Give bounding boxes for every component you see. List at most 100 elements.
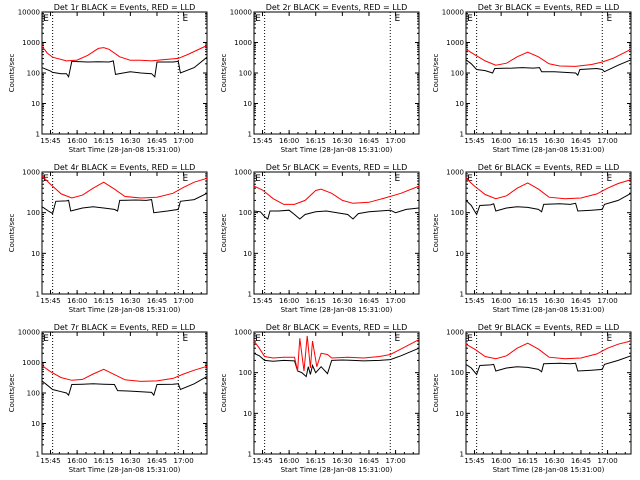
series-lld-line xyxy=(253,335,420,372)
panel-title: Det 8r BLACK = Events, RED = LLD xyxy=(266,323,408,332)
y-tick-label: 10000 xyxy=(442,9,464,17)
eclipse-flag: E xyxy=(183,14,189,24)
series-events-line xyxy=(253,207,420,220)
x-tick-label: 17:00 xyxy=(385,137,405,145)
y-tick-label: 10 xyxy=(243,100,252,108)
eclipse-flag: E xyxy=(607,334,613,344)
detector-panel-3r: Det 3r BLACK = Events, RED = LLD 1 10 100 10… xyxy=(432,3,632,154)
eclipse-flag: E xyxy=(43,334,49,344)
x-axis-title: Start Time (28-Jan-08 15:31:00) xyxy=(281,146,393,154)
y-tick-label: 1000 xyxy=(234,169,252,177)
y-tick-label: 100 xyxy=(239,369,252,377)
panel-title: Det 1r BLACK = Events, RED = LLD xyxy=(54,3,196,12)
y-tick-label: 1 xyxy=(36,291,40,299)
eclipse-flag: E xyxy=(607,14,613,24)
x-axis-title: Start Time (28-Jan-08 15:31:00) xyxy=(493,306,605,314)
y-tick-label: 1 xyxy=(248,291,252,299)
series-events-line xyxy=(41,192,208,215)
x-tick-label: 15:45 xyxy=(252,137,272,145)
x-tick-label: 16:30 xyxy=(332,457,352,465)
y-tick-label: 1 xyxy=(36,451,40,459)
x-tick-label: 16:45 xyxy=(359,457,379,465)
y-axis-title: Counts/sec xyxy=(220,54,228,93)
x-tick-label: 16:45 xyxy=(571,297,591,305)
eclipse-flag: E xyxy=(467,334,473,344)
x-tick-label: 16:15 xyxy=(94,457,114,465)
panel-title: Det 7r BLACK = Events, RED = LLD xyxy=(54,323,196,332)
y-axis-title: Counts/sec xyxy=(8,374,16,413)
series-events-line xyxy=(41,56,208,79)
detector-panel-6r: Det 6r BLACK = Events, RED = LLD 1 10 100 10… xyxy=(432,163,632,314)
detector-panel-4r: Det 4r BLACK = Events, RED = LLD 1 10 100 10… xyxy=(8,163,208,314)
y-tick-label: 1 xyxy=(460,451,464,459)
x-tick-label: 17:00 xyxy=(173,137,193,145)
x-tick-label: 16:30 xyxy=(544,137,564,145)
series-lld-line xyxy=(465,177,632,200)
y-tick-label: 10 xyxy=(31,420,40,428)
detector-panel-7r: Det 7r BLACK = Events, RED = LLD 1 10 100 10… xyxy=(8,323,208,474)
x-tick-label: 16:45 xyxy=(147,457,167,465)
panel-title: Det 6r BLACK = Events, RED = LLD xyxy=(478,163,620,172)
x-tick-label: 17:00 xyxy=(597,137,617,145)
series-events-line xyxy=(253,347,420,378)
eclipse-flag: E xyxy=(255,174,261,184)
eclipse-flag: E xyxy=(467,14,473,24)
x-tick-label: 15:45 xyxy=(464,297,484,305)
detector-panel-1r: Det 1r BLACK = Events, RED = LLD 1 10 100 10… xyxy=(8,3,208,154)
x-tick-label: 15:45 xyxy=(252,297,272,305)
x-axis-title: Start Time (28-Jan-08 15:31:00) xyxy=(281,466,393,474)
panel-title: Det 5r BLACK = Events, RED = LLD xyxy=(266,163,408,172)
x-tick-label: 16:00 xyxy=(491,137,511,145)
y-tick-label: 1000 xyxy=(234,329,252,337)
plot-frame xyxy=(253,171,420,295)
eclipse-flag: E xyxy=(395,334,401,344)
y-tick-label: 10000 xyxy=(18,9,40,17)
y-tick-label: 10000 xyxy=(18,329,40,337)
plot-frame xyxy=(465,171,632,295)
x-tick-label: 16:00 xyxy=(491,297,511,305)
detector-panel-5r: Det 5r BLACK = Events, RED = LLD 1 10 100 10… xyxy=(220,163,420,314)
x-tick-label: 16:30 xyxy=(544,457,564,465)
x-tick-label: 16:15 xyxy=(306,297,326,305)
y-tick-label: 100 xyxy=(451,209,464,217)
series-lld-line xyxy=(465,48,632,67)
y-tick-label: 100 xyxy=(239,70,252,78)
x-tick-label: 15:45 xyxy=(40,297,60,305)
x-tick-label: 16:30 xyxy=(120,137,140,145)
y-tick-label: 10 xyxy=(243,410,252,418)
eclipse-flag: E xyxy=(395,174,401,184)
y-axis-title: Counts/sec xyxy=(8,214,16,253)
x-tick-label: 16:15 xyxy=(518,297,538,305)
x-tick-label: 15:45 xyxy=(464,137,484,145)
x-tick-label: 16:45 xyxy=(147,297,167,305)
x-tick-label: 16:30 xyxy=(120,457,140,465)
panel-title: Det 2r BLACK = Events, RED = LLD xyxy=(266,3,408,12)
x-tick-label: 16:15 xyxy=(518,137,538,145)
series-lld-line xyxy=(465,340,632,360)
y-tick-label: 100 xyxy=(451,369,464,377)
x-tick-label: 16:00 xyxy=(491,457,511,465)
y-axis-title: Counts/sec xyxy=(220,374,228,413)
y-axis-title: Counts/sec xyxy=(432,54,440,93)
y-tick-label: 1000 xyxy=(22,39,40,47)
x-tick-label: 16:00 xyxy=(279,457,299,465)
x-axis-title: Start Time (28-Jan-08 15:31:00) xyxy=(281,306,393,314)
y-tick-label: 10 xyxy=(455,250,464,258)
y-tick-label: 1000 xyxy=(446,169,464,177)
x-tick-label: 16:45 xyxy=(359,137,379,145)
panel-title: Det 9r BLACK = Events, RED = LLD xyxy=(478,323,620,332)
eclipse-flag: E xyxy=(43,14,49,24)
x-tick-label: 15:45 xyxy=(464,457,484,465)
x-tick-label: 16:45 xyxy=(359,297,379,305)
series-lld-line xyxy=(41,45,208,62)
y-tick-label: 1 xyxy=(248,451,252,459)
x-tick-label: 16:30 xyxy=(332,297,352,305)
y-tick-label: 100 xyxy=(451,70,464,78)
y-axis-title: Counts/sec xyxy=(8,54,16,93)
y-tick-label: 100 xyxy=(239,209,252,217)
x-axis-title: Start Time (28-Jan-08 15:31:00) xyxy=(69,466,181,474)
y-tick-label: 10 xyxy=(455,410,464,418)
y-axis-title: Counts/sec xyxy=(432,374,440,413)
y-axis-title: Counts/sec xyxy=(432,214,440,253)
